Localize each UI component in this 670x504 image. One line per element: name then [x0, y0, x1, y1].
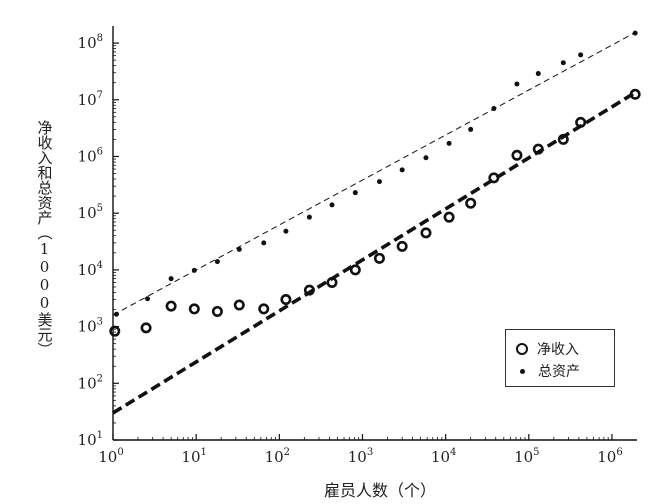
total-assets-point [560, 60, 566, 66]
total-assets-point [145, 296, 151, 302]
axes [112, 26, 637, 441]
net-income-point [233, 299, 245, 311]
total-assets-point [214, 259, 220, 265]
net-income-point [188, 303, 200, 315]
y-tick-label: 102 [78, 373, 103, 392]
y-axis-label-text: 净收入和总资产 [35, 120, 54, 225]
y-tick-label: 105 [78, 203, 103, 222]
net-income-point [575, 116, 587, 128]
net-income-point [557, 133, 569, 145]
total-assets-point [514, 81, 520, 87]
net-income-point [443, 211, 455, 223]
total-assets-point [535, 71, 541, 77]
y-tick-label: 108 [78, 33, 103, 52]
ring-marker-icon [516, 343, 528, 355]
y-axis-label: 净收入和总资产 （1000美元） [30, 120, 58, 357]
net-income-point [211, 305, 223, 317]
y-tick-label: 104 [78, 260, 103, 279]
trend-lines [112, 31, 638, 415]
total-assets-point [261, 240, 267, 246]
y-axis-unit: （1000美元） [35, 225, 54, 357]
x-tick-label: 102 [265, 447, 290, 466]
x-tick-label: 101 [181, 447, 206, 466]
net-income-point [465, 197, 477, 209]
x-tick-label: 106 [597, 447, 622, 466]
y-tick-label: 103 [78, 317, 103, 336]
legend-label-net-income: 净收入 [537, 342, 579, 358]
x-axis-ticks: 100 101 102 103 104 105 106 [98, 434, 623, 466]
net-income-trend-line [112, 89, 638, 415]
net-income-point [165, 300, 177, 312]
net-income-point [109, 325, 121, 337]
total-assets-point [191, 267, 197, 273]
net-income-point [326, 276, 338, 288]
net-income-point [629, 88, 641, 100]
x-tick-label: 105 [514, 447, 539, 466]
net-income-point [140, 322, 152, 334]
x-tick-label: 103 [348, 447, 373, 466]
total-assets-point [168, 276, 174, 282]
net-income-point [396, 240, 408, 252]
legend-item-total-assets: 总资产 [516, 361, 580, 381]
net-income-point [280, 294, 292, 306]
total-assets-point [329, 202, 335, 208]
total-assets-point [306, 214, 312, 220]
x-tick-label: 100 [98, 447, 123, 466]
y-axis-ticks: 101 102 103 104 105 106 107 108 [78, 33, 119, 449]
total-assets-point [113, 311, 119, 317]
total-assets-point [352, 190, 358, 196]
legend: 净收入 总资产 [505, 329, 615, 387]
total-assets-point [468, 126, 474, 132]
legend-label-total-assets: 总资产 [538, 364, 580, 380]
y-tick-label: 101 [78, 430, 103, 449]
data-marks [109, 30, 641, 337]
total-assets-point [491, 106, 497, 112]
total-assets-point [283, 228, 289, 234]
net-income-point [532, 143, 544, 155]
total-assets-point [578, 52, 584, 58]
total-assets-point [236, 246, 242, 252]
dot-marker-icon [520, 368, 525, 374]
total-assets-trend-line [112, 31, 638, 316]
net-income-point [258, 303, 270, 315]
x-tick-label: 104 [431, 447, 456, 466]
net-income-point [349, 264, 361, 276]
x-axis-label: 雇员人数（个） [323, 481, 436, 500]
total-assets-point [632, 30, 638, 36]
net-income-point [303, 284, 315, 296]
net-income-point [373, 252, 385, 264]
total-assets-point [376, 179, 382, 185]
y-tick-label: 107 [78, 90, 103, 109]
net-income-point [488, 172, 500, 184]
y-tick-label: 106 [78, 146, 103, 165]
total-assets-point [446, 140, 452, 146]
total-assets-point [423, 155, 429, 161]
net-income-point [511, 149, 523, 161]
net-income-point [420, 227, 432, 239]
total-assets-point [399, 167, 405, 173]
legend-item-net-income: 净收入 [516, 339, 579, 359]
